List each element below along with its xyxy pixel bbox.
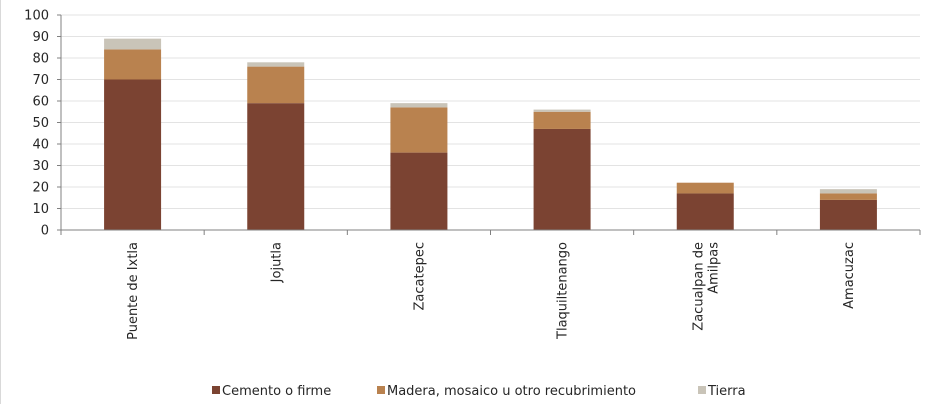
bar-segment [819,189,877,194]
bar-segment [104,79,162,230]
y-tick-label: 70 [32,73,49,88]
axes [57,14,921,235]
bar-segment [676,193,734,230]
bar-segment [104,38,162,50]
y-tick-label: 100 [24,9,49,24]
x-category-label-line: Zacualpan de [691,242,706,331]
y-tick-label: 50 [32,116,49,131]
y-tick-labels: 0 10 20 30 40 50 60 70 80 90 100 [24,9,49,239]
x-category-label: Zacatepec [412,242,427,310]
legend-swatch [377,386,385,394]
x-category-label: Puente de Ixtla [126,242,141,340]
x-category-label-line: Amacuzac [842,242,857,309]
x-category-label: Amacuzac [842,242,857,309]
bars [104,38,877,230]
chart-border [0,0,1,404]
legend-label: Madera, mosaico u otro recubrimiento [387,384,636,399]
bar-segment [390,152,448,230]
bar-segment [819,193,877,200]
legend-swatch [698,386,706,394]
y-tick-label: 90 [32,30,49,45]
gridlines [61,14,920,209]
bar-segment [819,199,877,230]
bar-segment [533,109,591,112]
bar-segment [104,49,162,80]
y-tick-label: 80 [32,52,49,67]
y-tick-label: 0 [41,224,49,239]
x-category-label-line: Zacatepec [412,242,427,310]
x-category-labels: Puente de Ixtla Jojutla Zacatepec Tlaquilte… [126,242,857,340]
legend-label: Cemento o firme [222,384,331,399]
bar-segment [247,66,305,104]
x-category-label: Jojutla [269,242,284,283]
x-category-label: Tlaquiltenango [556,242,571,340]
x-category-label-line: Tlaquiltenango [556,242,571,340]
x-category-label: Zacualpan deAmilpas [691,242,721,331]
legend-label: Tierra [707,384,746,399]
legend: Cemento o firme Madera, mosaico u otro re… [212,384,746,399]
bar-segment [390,107,448,153]
y-tick-label: 20 [32,181,49,196]
bar-segment [247,62,305,67]
y-tick-label: 10 [32,202,49,217]
y-tick-label: 40 [32,138,49,153]
bar-segment [533,111,591,129]
legend-swatch [212,386,220,394]
x-category-label-line: Amilpas [706,242,721,294]
bar-segment [533,128,591,230]
y-tick-label: 30 [32,159,49,174]
bar-segment [247,103,305,230]
bar-segment [676,182,734,194]
bar-segment [390,103,448,108]
x-category-label-line: Jojutla [269,242,284,283]
y-tick-label: 60 [32,95,49,110]
x-category-label-line: Puente de Ixtla [126,242,141,340]
